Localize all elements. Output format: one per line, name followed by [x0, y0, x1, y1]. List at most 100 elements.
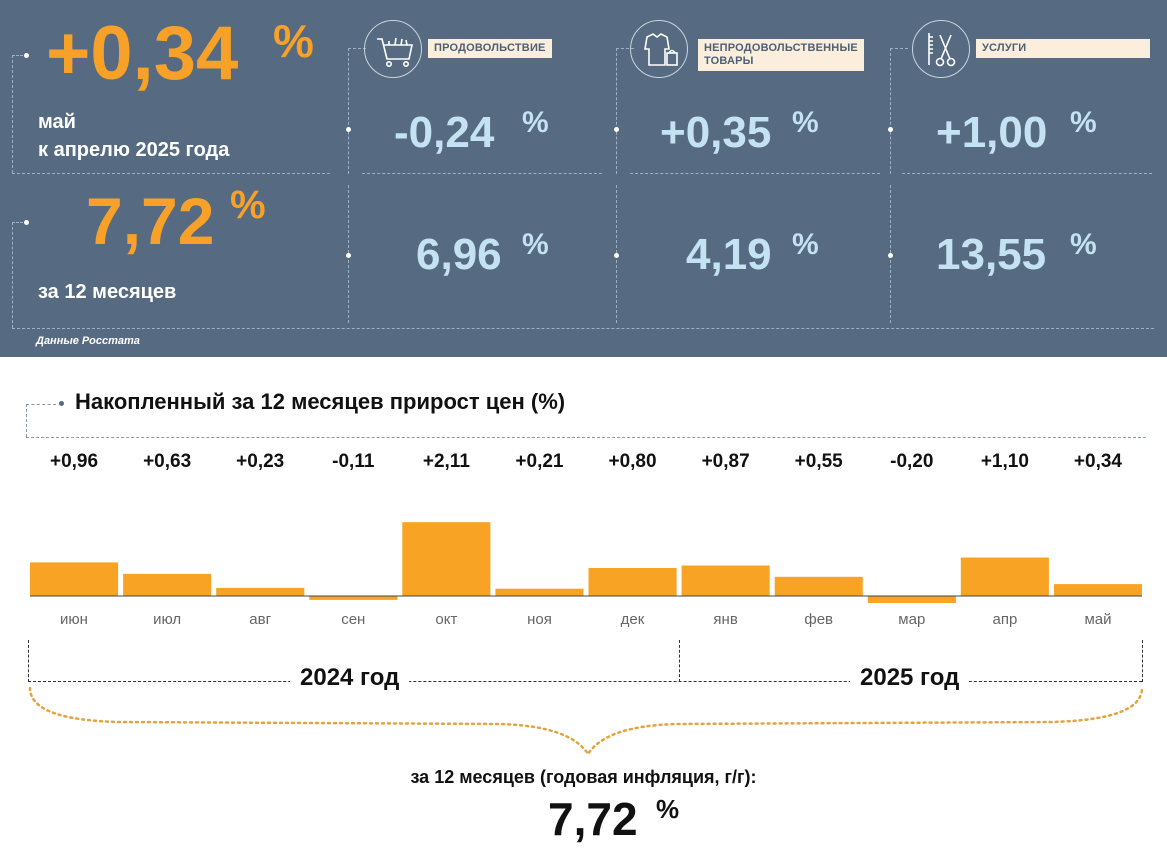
- tick-label-июн: июн: [60, 611, 88, 628]
- divider: [12, 55, 13, 173]
- value-label-фев: +0,55: [794, 451, 843, 472]
- group-boundary: [679, 640, 680, 682]
- divider: [630, 173, 880, 174]
- value-label-май: +0,34: [1073, 451, 1122, 472]
- value-label-сен: -0,11: [332, 451, 375, 472]
- category-services-annual-percent: %: [1070, 228, 1097, 261]
- tick-label-сен: сен: [341, 611, 365, 628]
- category-nonfood-label: НЕПРОДОВОЛЬСТВЕННЫЕ ТОВАРЫ: [698, 39, 864, 71]
- category-services-monthly-percent: %: [1070, 106, 1097, 139]
- category-nonfood-annual: 4,19: [686, 230, 772, 279]
- bullet-dot: [24, 220, 29, 225]
- category-nonfood-label-line1: НЕПРОДОВОЛЬСТВЕННЫЕ: [704, 42, 858, 54]
- tick-label-янв: янв: [713, 611, 737, 628]
- bullet-dot: [346, 127, 351, 132]
- bar-янв: [681, 565, 770, 596]
- group-boundary: [1142, 640, 1143, 682]
- divider: [12, 222, 27, 223]
- value-label-авг: +0,23: [236, 451, 285, 472]
- value-label-июл: +0,63: [143, 451, 192, 472]
- bar-фев: [774, 576, 863, 597]
- bar-дек: [588, 568, 677, 596]
- annual-inflation-percent: %: [656, 794, 680, 824]
- category-food-annual-percent: %: [522, 228, 549, 261]
- divider: [616, 48, 617, 174]
- divider: [362, 173, 602, 174]
- shopping-cart-icon: [364, 20, 422, 78]
- category-services-monthly: +1,00: [936, 108, 1048, 157]
- tick-label-апр: апр: [992, 611, 1017, 628]
- value-label-июн: +0,96: [49, 451, 99, 472]
- tick-label-авг: авг: [249, 611, 271, 628]
- annual-inflation-value: 7,72: [548, 793, 638, 845]
- divider: [616, 48, 634, 49]
- bar-окт: [402, 522, 491, 596]
- value-label-ноя: +0,21: [515, 451, 564, 472]
- annual-inflation-label: за 12 месяцев (годовая инфляция, г/г):: [410, 767, 757, 787]
- tick-label-мар: мар: [898, 611, 925, 628]
- bar-chart: июн июл авг сен окт ноя дек янв фев мар апр май: [30, 522, 1142, 628]
- summary-panel: +0,34 % май к апрелю 2025 года 7,72 % за…: [0, 0, 1167, 357]
- bullet-dot: [614, 127, 619, 132]
- category-food-monthly-percent: %: [522, 106, 549, 139]
- group-axis: [28, 681, 1142, 682]
- bar-июн: [30, 562, 119, 596]
- monthly-period-line2: к апрелю 2025 года: [38, 139, 230, 161]
- bullet-dot: [346, 253, 351, 258]
- bar-авг: [216, 587, 305, 596]
- annual-period-label: за 12 месяцев: [38, 281, 177, 303]
- divider: [348, 48, 349, 174]
- value-label-дек: +0,80: [608, 451, 657, 472]
- tick-label-май: май: [1084, 611, 1111, 628]
- category-nonfood-annual-percent: %: [792, 228, 819, 261]
- divider: [890, 48, 908, 49]
- category-nonfood-monthly-percent: %: [792, 106, 819, 139]
- divider: [26, 404, 27, 437]
- annual-change-value: 7,72: [86, 184, 215, 258]
- annual-change-percent: %: [230, 183, 266, 227]
- category-services-annual: 13,55: [936, 230, 1047, 279]
- bar-мар: [867, 596, 956, 603]
- category-food-label: ПРОДОВОЛЬСТВИЕ: [428, 39, 552, 58]
- group-boundary: [28, 640, 29, 682]
- bar-июл: [123, 573, 212, 596]
- group-label-2025: 2025 год: [850, 664, 970, 692]
- category-food-monthly: -0,24: [394, 108, 495, 157]
- group-label-2024: 2024 год: [290, 664, 410, 692]
- monthly-change-percent: %: [273, 15, 314, 67]
- category-nonfood-label-line2: ТОВАРЫ: [704, 55, 754, 67]
- bullet-dot: [888, 253, 893, 258]
- monthly-change-value: +0,34: [46, 11, 239, 96]
- value-label-мар: -0,20: [890, 451, 934, 472]
- bar-май: [1053, 584, 1142, 596]
- monthly-period-line1: май: [38, 111, 76, 133]
- bar-ноя: [495, 588, 584, 596]
- tick-label-июл: июл: [153, 611, 181, 628]
- brace-connector: [28, 686, 1144, 757]
- tick-label-окт: окт: [435, 611, 457, 628]
- value-label-апр: +1,10: [980, 451, 1029, 472]
- value-label-окт: +2,11: [422, 451, 470, 472]
- divider: [348, 48, 366, 49]
- tick-label-дек: дек: [621, 611, 645, 628]
- divider: [902, 173, 1152, 174]
- value-label-янв: +0,87: [701, 451, 750, 472]
- divider: [12, 173, 330, 174]
- divider: [26, 437, 1146, 438]
- category-services-label: УСЛУГИ: [976, 39, 1150, 58]
- bullet-dot: [614, 253, 619, 258]
- category-food-annual: 6,96: [416, 230, 502, 279]
- divider: [12, 328, 1154, 329]
- source-note: Данные Росстата: [36, 335, 140, 347]
- chart-title: Накопленный за 12 месяцев прирост цен (%…: [75, 389, 566, 414]
- divider: [890, 48, 891, 174]
- bullet-dot: [888, 127, 893, 132]
- category-nonfood-monthly: +0,35: [660, 108, 772, 157]
- clothes-bag-icon: [630, 20, 688, 78]
- bullet-dot: [24, 53, 29, 58]
- bullet-dot: [59, 401, 64, 406]
- tick-label-фев: фев: [804, 611, 833, 628]
- divider: [12, 55, 27, 56]
- bar-сен: [309, 596, 398, 600]
- divider: [26, 404, 56, 405]
